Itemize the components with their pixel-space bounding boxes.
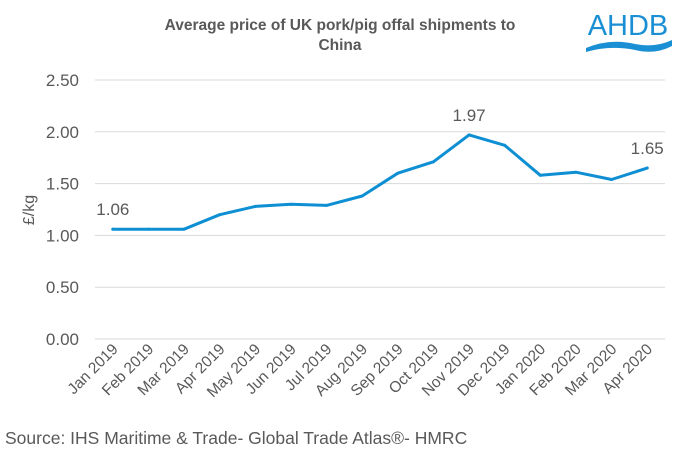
data-point: [467, 133, 471, 137]
data-point: [218, 213, 222, 217]
y-axis-label: £/kg: [21, 195, 38, 225]
logo-text: AHDB: [588, 10, 669, 42]
y-axis-ticks: 0.00 0.50 1.00 1.50 2.00 2.50: [46, 71, 79, 349]
data-point: [253, 204, 257, 208]
y-tick-label: 2.00: [46, 123, 79, 142]
data-point: [503, 143, 507, 147]
y-tick-label: 0.50: [46, 278, 79, 297]
data-point: [289, 202, 293, 206]
data-point: [396, 171, 400, 175]
data-labels: 1.06 1.97 1.65: [96, 106, 663, 219]
data-label: 1.97: [453, 106, 486, 125]
data-point: [431, 160, 435, 164]
data-point: [111, 227, 115, 231]
y-tick-label: 0.00: [46, 330, 79, 349]
logo-wave-icon: [586, 40, 672, 52]
data-point: [645, 166, 649, 170]
data-point: [182, 227, 186, 231]
data-label: 1.06: [96, 200, 129, 219]
gridlines: [95, 79, 665, 340]
data-label: 1.65: [631, 139, 664, 158]
data-point: [538, 173, 542, 177]
chart-title-line-2: China: [318, 37, 361, 54]
series-line: [111, 133, 649, 231]
data-point: [146, 227, 150, 231]
data-point: [574, 170, 578, 174]
ahdb-logo: AHDB: [586, 10, 672, 52]
data-point: [360, 194, 364, 198]
data-point: [610, 177, 614, 181]
y-tick-label: 1.50: [46, 175, 79, 194]
y-tick-label: 1.00: [46, 226, 79, 245]
series-group: [111, 133, 649, 231]
data-point: [325, 203, 329, 207]
chart-title: Average price of UK pork/pig offal shipm…: [165, 17, 516, 54]
chart-title-line-1: Average price of UK pork/pig offal shipm…: [165, 17, 516, 34]
y-tick-label: 2.50: [46, 71, 79, 90]
source-note: Source: IHS Maritime & Trade- Global Tra…: [5, 428, 468, 448]
